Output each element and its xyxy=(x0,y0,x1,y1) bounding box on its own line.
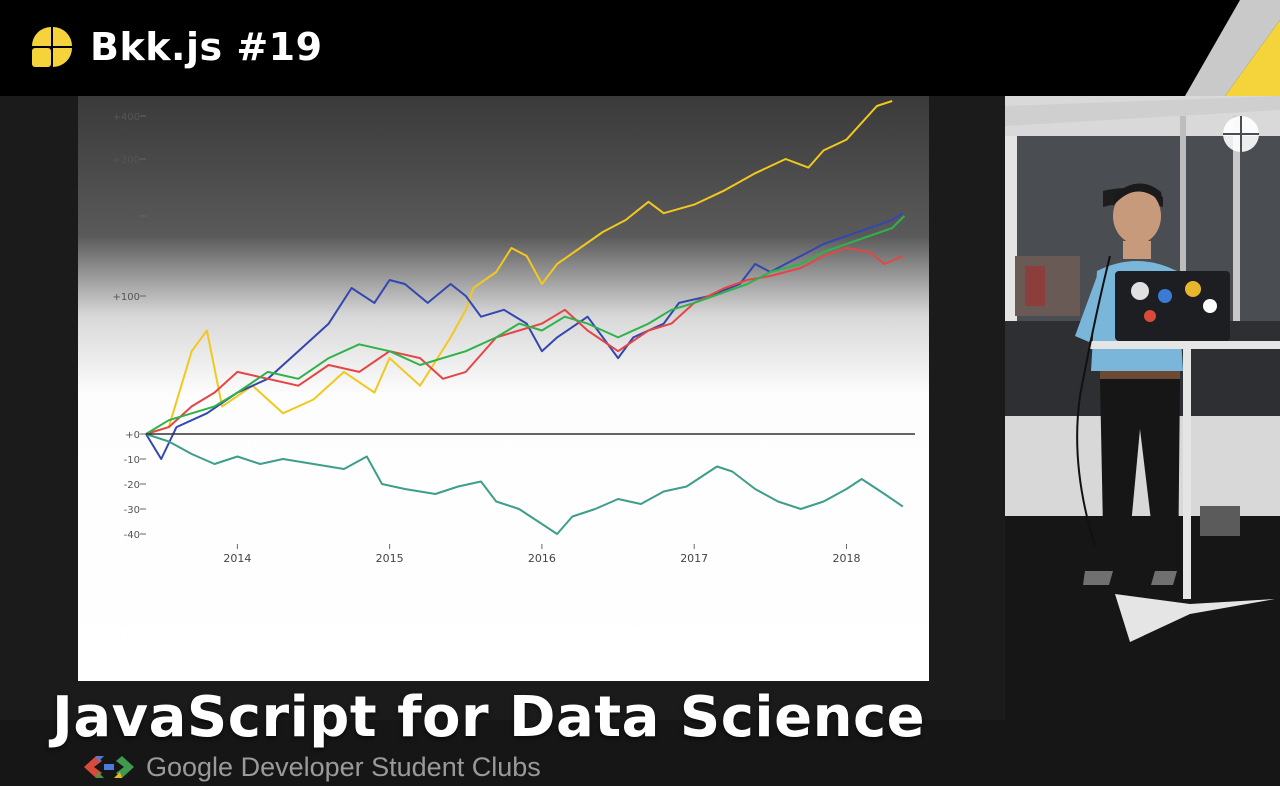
gdsc-logo-icon xyxy=(84,756,134,778)
speaker-video xyxy=(1005,96,1280,720)
y-tick-label: +100 xyxy=(113,292,140,303)
x-tick-label: 2017 xyxy=(680,552,708,565)
slide-area: +400 +300 +200 +100 +0 -10 -20 -30 -40 2014 2015 20… xyxy=(0,96,1005,782)
slide-chart-panel: +400 +300 +200 +100 +0 -10 -20 -30 -40 2014 2015 20… xyxy=(78,96,929,681)
series-line-3 xyxy=(145,215,906,435)
event-title: Bkk.js #19 xyxy=(90,25,323,69)
y-tick-label: +200 xyxy=(113,212,140,223)
bkkjs-logo-icon xyxy=(32,27,72,67)
y-tick-label: -20 xyxy=(124,480,140,491)
x-tick-label: 2018 xyxy=(832,552,860,565)
series-line-1 xyxy=(145,212,904,460)
series-line-2 xyxy=(145,247,904,435)
series-line-0 xyxy=(145,100,893,435)
x-tick-label: 2016 xyxy=(528,552,556,565)
y-tick-label: -40 xyxy=(124,530,140,541)
corner-stripe-decoration xyxy=(1185,0,1280,96)
x-tick-label: 2015 xyxy=(376,552,404,565)
line-chart: +400 +300 +200 +100 +0 -10 -20 -30 -40 2014 2015 20… xyxy=(113,100,915,565)
event-header: Bkk.js #19 xyxy=(0,0,1280,96)
sponsor-block: Google Developer Student Clubs xyxy=(82,748,541,786)
y-tick-label: +0 xyxy=(125,430,140,441)
talk-title: JavaScript for Data Science xyxy=(52,685,926,750)
speaker-camera-feed xyxy=(1005,96,1280,720)
series-line-4 xyxy=(145,433,904,535)
y-tick-label: +400 xyxy=(113,112,140,123)
y-tick-label: +300 xyxy=(113,155,140,166)
y-tick-label: -10 xyxy=(124,455,140,466)
sponsor-name: Google Developer Student Clubs xyxy=(146,751,541,782)
y-tick-label: -30 xyxy=(124,505,140,516)
x-tick-label: 2014 xyxy=(223,552,251,565)
